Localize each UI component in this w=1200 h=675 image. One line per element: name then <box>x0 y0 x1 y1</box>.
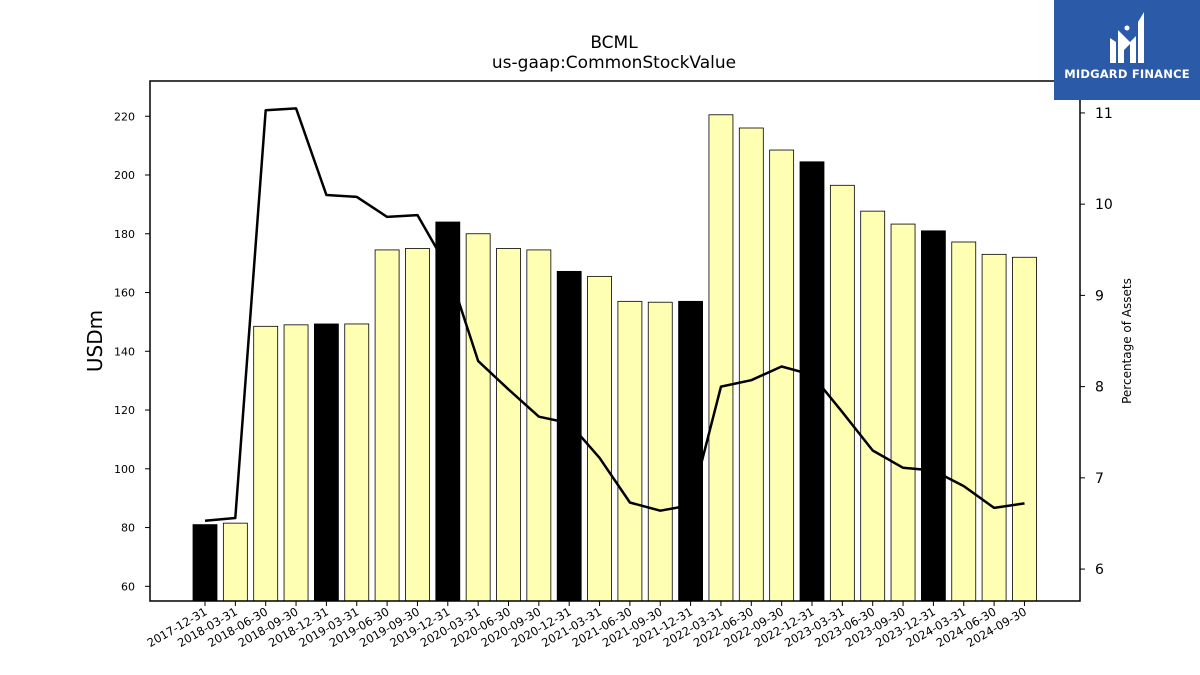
bar-2024-03-31 <box>951 241 977 602</box>
y-tick-label: 140 <box>114 345 135 358</box>
bar-2021-09-30 <box>647 301 673 602</box>
bar-2019-12-31 <box>435 221 461 602</box>
y-tick-label: 60 <box>121 580 135 593</box>
y2-tick-label: 8 <box>1095 380 1104 396</box>
y2-tick-label: 6 <box>1095 562 1104 578</box>
bar-2024-06-30 <box>981 253 1007 602</box>
y-tick-label: 200 <box>114 169 135 182</box>
bar-2023-03-31 <box>829 184 855 602</box>
bar-2022-09-30 <box>769 149 795 602</box>
y2-tick-label: 7 <box>1095 471 1104 487</box>
bar-2019-03-31 <box>344 323 370 602</box>
bar-2020-09-30 <box>526 249 552 602</box>
chart-title: BCML <box>590 33 638 53</box>
bar-2021-06-30 <box>617 300 643 602</box>
bar-2020-03-31 <box>465 233 491 602</box>
bar-2019-06-30 <box>374 249 400 602</box>
y2-axis-label: Percentage of Assets <box>1120 278 1134 404</box>
bars-group <box>192 114 1037 602</box>
plot-frame <box>149 80 1081 602</box>
x-axis: 2017-12-312018-03-312018-06-302018-09-30… <box>145 601 1029 650</box>
bar-2022-12-31 <box>799 161 825 602</box>
y-tick-label: 180 <box>114 228 135 241</box>
bar-2017-12-31 <box>192 524 218 602</box>
y2-tick-label: 10 <box>1095 197 1113 213</box>
y2-tick-label: 11 <box>1095 106 1113 122</box>
y-tick-label: 80 <box>121 522 135 535</box>
logo-text: MIDGARD FINANCE <box>1064 67 1190 81</box>
bar-2021-03-31 <box>587 275 612 602</box>
bar-2020-12-31 <box>556 270 582 602</box>
y-tick-label: 160 <box>114 287 135 300</box>
bar-2023-09-30 <box>890 223 916 602</box>
y-tick-label: 120 <box>114 404 135 417</box>
bar-2024-09-30 <box>1012 256 1037 602</box>
chart-subtitle: us-gaap:CommonStockValue <box>492 53 736 73</box>
bar-2022-03-31 <box>708 114 734 602</box>
logo-mark-icon <box>1110 12 1144 63</box>
bar-2023-06-30 <box>860 210 886 602</box>
midgard-finance-logo: MIDGARD FINANCE <box>1054 0 1200 100</box>
bar-2018-06-30 <box>253 325 279 602</box>
y-axis-label: USDm <box>83 310 107 372</box>
y-tick-label: 220 <box>114 110 135 123</box>
bar-2018-09-30 <box>283 324 309 602</box>
bar-2018-12-31 <box>313 323 339 602</box>
y-axis-left: 60 80 100 120 140 160 180 200 220 <box>114 110 150 593</box>
y-axis-right: 6 7 8 9 10 11 <box>1080 106 1113 578</box>
bar-2019-09-30 <box>405 248 430 602</box>
percentage-of-assets-line <box>204 107 1025 522</box>
bar-2020-06-30 <box>496 248 521 602</box>
bar-2018-03-31 <box>222 522 248 602</box>
bar-2023-12-31 <box>921 230 946 602</box>
bar-2022-06-30 <box>738 127 764 602</box>
y-tick-label: 100 <box>114 463 135 476</box>
line-group <box>204 107 1025 522</box>
bar-2021-12-31 <box>678 300 703 602</box>
y2-tick-label: 9 <box>1095 288 1104 304</box>
